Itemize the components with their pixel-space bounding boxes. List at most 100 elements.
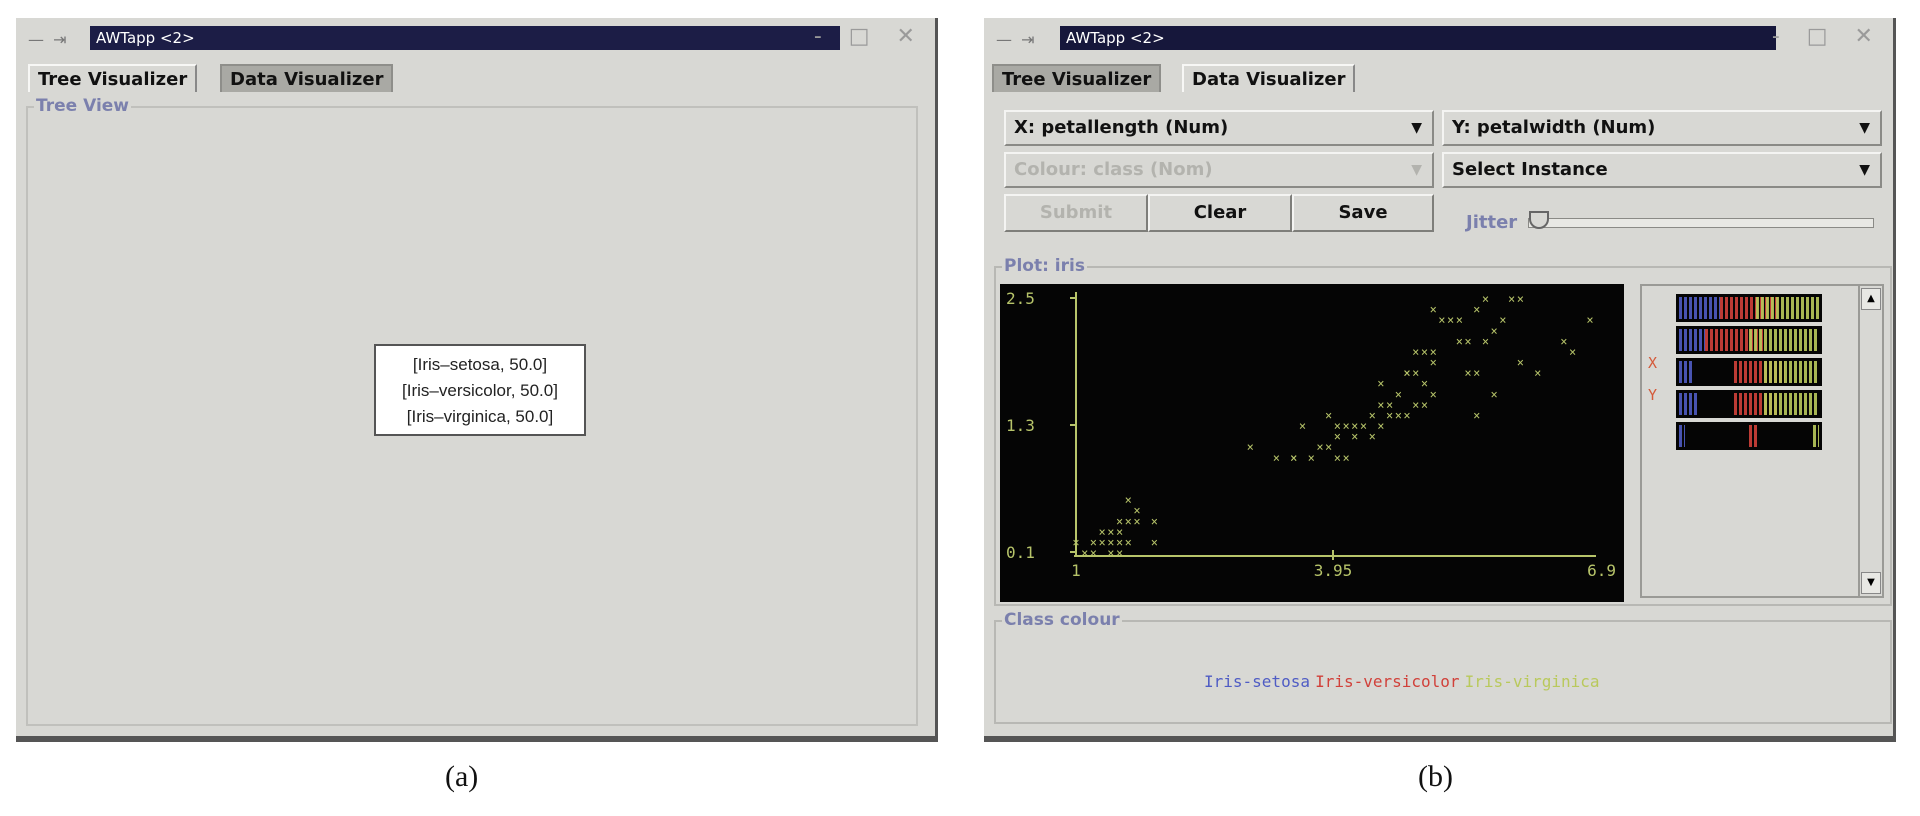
mini-attribute-plot[interactable] xyxy=(1676,358,1822,386)
y-select-value: Y: petalwidth (Num) xyxy=(1452,117,1656,138)
data-point: × xyxy=(1081,546,1088,560)
tab-data-visualizer[interactable]: Data Visualizer xyxy=(220,64,394,92)
tree-view-label: Tree View xyxy=(34,96,132,116)
mini-attribute-plot[interactable] xyxy=(1676,390,1822,418)
mini-plot-band-virginica xyxy=(1756,297,1820,319)
data-point: × xyxy=(1125,535,1132,549)
legend-versicolor[interactable]: Iris-versicolor xyxy=(1315,672,1460,691)
data-point: × xyxy=(1395,387,1402,401)
mini-plot-band-setosa xyxy=(1678,329,1706,351)
data-point: × xyxy=(1386,398,1393,412)
data-point: × xyxy=(1308,451,1315,465)
data-point: × xyxy=(1421,398,1428,412)
panel-scrollbar[interactable]: ▲ ▼ xyxy=(1858,286,1882,596)
data-point: × xyxy=(1090,546,1097,560)
tree-node[interactable]: [Iris–setosa, 50.0] [Iris–versicolor, 50… xyxy=(374,344,586,436)
plot-label: Plot: iris xyxy=(1002,256,1087,276)
data-point: × xyxy=(1517,356,1524,370)
scroll-up-icon[interactable]: ▲ xyxy=(1861,288,1881,310)
data-point: × xyxy=(1377,398,1384,412)
mini-attribute-plot[interactable] xyxy=(1676,422,1822,450)
class-colour-label: Class colour xyxy=(1002,610,1122,630)
mini-attribute-plot[interactable] xyxy=(1676,294,1822,322)
data-point: × xyxy=(1099,525,1106,539)
select-instance-value: Select Instance xyxy=(1452,159,1608,180)
legend-virginica[interactable]: Iris-virginica xyxy=(1464,672,1600,691)
slider-thumb-icon[interactable] xyxy=(1529,211,1549,229)
scatter-plot[interactable]: × × × ××××××××××××××××××× ×××× ××××× × ×××× ××××… xyxy=(1000,284,1624,602)
clear-button[interactable]: Clear xyxy=(1148,194,1292,232)
y-tick-label: 1.3 xyxy=(1006,416,1035,435)
data-point: × xyxy=(1090,535,1097,549)
window-controls[interactable]: - □ ✕ xyxy=(813,24,925,49)
data-point: × xyxy=(1412,345,1419,359)
node-line-virginica: [Iris–virginica, 50.0] xyxy=(406,407,554,426)
node-line-versicolor: [Iris–versicolor, 50.0] xyxy=(402,381,558,400)
data-point: × xyxy=(1395,408,1402,422)
data-point: × xyxy=(1334,451,1341,465)
data-point: × xyxy=(1456,334,1463,348)
x-tick-label: 6.9 xyxy=(1587,561,1616,580)
left-window: — ⇥ AWTapp <2> - □ ✕ Tree Visualizer Dat… xyxy=(16,18,938,742)
data-point: × xyxy=(1369,408,1376,422)
data-point: × xyxy=(1412,366,1419,380)
data-point: × xyxy=(1421,377,1428,391)
mini-plot-band-virginica xyxy=(1749,329,1820,351)
colour-select-value: Colour: class (Nom) xyxy=(1014,159,1213,180)
window-title: AWTapp <2> xyxy=(90,26,840,50)
submit-button[interactable]: Submit xyxy=(1004,194,1148,232)
save-button[interactable]: Save xyxy=(1292,194,1434,232)
y-attribute-select[interactable]: Y: petalwidth (Num) ▼ xyxy=(1442,110,1882,146)
mini-plot-band-virginica xyxy=(1813,425,1820,447)
mini-plot-band-versicolor xyxy=(1749,425,1758,447)
data-point: × xyxy=(1151,514,1158,528)
title-bar[interactable]: — ⇥ AWTapp <2> - □ ✕ xyxy=(16,18,935,54)
data-point: × xyxy=(1491,387,1498,401)
window-controls[interactable]: - □ ✕ xyxy=(1771,24,1883,49)
data-point: × xyxy=(1116,514,1123,528)
data-point: × xyxy=(1351,430,1358,444)
tab-tree-visualizer[interactable]: Tree Visualizer xyxy=(28,64,198,92)
data-point: × xyxy=(1517,292,1524,306)
window-menu-icon[interactable]: — ⇥ xyxy=(28,30,69,49)
data-point: × xyxy=(1430,356,1437,370)
plot-group: Plot: iris xyxy=(994,256,1892,606)
data-point: × xyxy=(1403,366,1410,380)
data-point: × xyxy=(1107,525,1114,539)
mini-attribute-plot[interactable] xyxy=(1676,326,1822,354)
data-point: × xyxy=(1403,366,1410,380)
legend-setosa[interactable]: Iris-setosa xyxy=(1204,672,1310,691)
data-point: × xyxy=(1534,366,1541,380)
data-point: × xyxy=(1377,419,1384,433)
data-point: × xyxy=(1464,334,1471,348)
select-instance[interactable]: Select Instance ▼ xyxy=(1442,152,1882,188)
data-point: × xyxy=(1377,377,1384,391)
chevron-down-icon: ▼ xyxy=(1859,162,1870,178)
scroll-down-icon[interactable]: ▼ xyxy=(1861,572,1881,594)
data-point: × xyxy=(1133,514,1140,528)
data-point: × xyxy=(1430,387,1437,401)
data-point: × xyxy=(1334,430,1341,444)
tab-tree-visualizer[interactable]: Tree Visualizer xyxy=(992,64,1162,92)
tab-data-visualizer[interactable]: Data Visualizer xyxy=(1182,64,1356,92)
data-point: × xyxy=(1247,440,1254,454)
data-point: × xyxy=(1491,324,1498,338)
window-menu-icon[interactable]: — ⇥ xyxy=(996,30,1037,49)
data-point: × xyxy=(1133,504,1140,518)
data-point: × xyxy=(1586,313,1593,327)
y-axis-marker: Y xyxy=(1648,386,1658,404)
data-point: × xyxy=(1316,440,1323,454)
data-point: × xyxy=(1125,493,1132,507)
x-attribute-select[interactable]: X: petallength (Num) ▼ xyxy=(1004,110,1434,146)
data-point: × xyxy=(1325,440,1332,454)
colour-select[interactable]: Colour: class (Nom) ▼ xyxy=(1004,152,1434,188)
data-point: × xyxy=(1482,334,1489,348)
x-tick-label: 3.95 xyxy=(1314,561,1353,580)
jitter-slider[interactable] xyxy=(1528,211,1874,229)
data-point: × xyxy=(1342,451,1349,465)
data-point: × xyxy=(1499,313,1506,327)
data-point: × xyxy=(1299,419,1306,433)
y-tick-label: 2.5 xyxy=(1006,289,1035,308)
title-bar[interactable]: — ⇥ AWTapp <2> - □ ✕ xyxy=(984,18,1893,54)
data-point: × xyxy=(1107,546,1114,560)
